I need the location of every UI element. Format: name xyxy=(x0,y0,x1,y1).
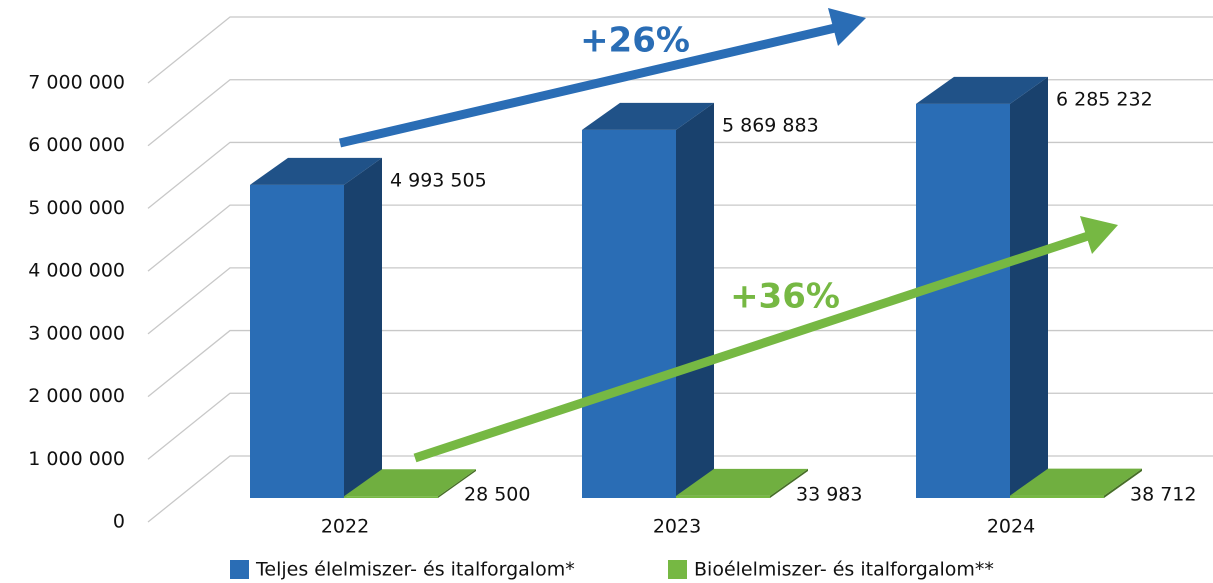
bar-top xyxy=(676,468,808,496)
bar-top xyxy=(916,76,1048,104)
y-tick-label: 6 000 000 xyxy=(28,134,125,156)
bar xyxy=(250,157,382,498)
x-tick-label: 2023 xyxy=(653,516,701,538)
bar-top xyxy=(1010,468,1142,496)
arrows xyxy=(338,8,1118,463)
bars xyxy=(250,76,1142,498)
bar xyxy=(916,76,1048,498)
y-tick-label: 2 000 000 xyxy=(28,385,125,407)
legend-swatch xyxy=(668,560,687,579)
grid-line xyxy=(147,16,1213,84)
bar-front xyxy=(344,496,438,498)
value-label: 5 869 883 xyxy=(722,114,819,136)
y-tick-label: 3 000 000 xyxy=(28,322,125,344)
bar-front xyxy=(676,495,770,498)
trend-arrow xyxy=(413,231,1090,463)
grid-line xyxy=(147,267,1213,335)
bar xyxy=(676,468,808,498)
value-label: 4 993 505 xyxy=(390,169,487,191)
y-tick-label: 7 000 000 xyxy=(28,72,125,94)
x-tick-label: 2024 xyxy=(987,516,1035,538)
legend-label: Teljes élelmiszer- és italforgalom* xyxy=(255,559,575,581)
grid-line xyxy=(147,204,1213,272)
legend-swatch xyxy=(230,560,249,579)
bar-side xyxy=(438,469,476,498)
bar xyxy=(344,469,476,498)
bar-front xyxy=(250,184,344,498)
x-tick-label: 2022 xyxy=(321,516,369,538)
arrow-head xyxy=(1080,216,1118,254)
bar-top xyxy=(344,469,476,497)
value-label: 38 712 xyxy=(1130,484,1196,506)
trend-arrow xyxy=(338,23,837,148)
bar-front xyxy=(1010,495,1104,498)
grid-line xyxy=(147,329,1213,398)
bar-side xyxy=(770,468,808,498)
bar-side xyxy=(344,157,382,498)
legend-label: Bioélelmiszer- és italforgalom** xyxy=(694,559,994,581)
bar-front xyxy=(582,129,676,498)
annotation: +36% xyxy=(730,277,840,317)
value-label: 6 285 232 xyxy=(1056,88,1153,110)
bar-side xyxy=(676,102,714,498)
grid-line xyxy=(147,455,1213,523)
value-label: 33 983 xyxy=(796,484,862,506)
arrow-head xyxy=(828,8,866,46)
bar xyxy=(582,102,714,498)
bar-top xyxy=(582,102,714,130)
y-tick-label: 0 xyxy=(113,511,125,533)
bar xyxy=(1010,468,1142,498)
grid xyxy=(147,16,1213,523)
grid-line xyxy=(147,141,1213,209)
bar-side xyxy=(1010,76,1048,498)
value-label: 28 500 xyxy=(464,484,530,506)
bar-side xyxy=(1104,468,1142,498)
y-tick-label: 4 000 000 xyxy=(28,260,125,282)
grid-line xyxy=(147,392,1213,460)
grid-line xyxy=(147,79,1213,147)
y-tick-label: 1 000 000 xyxy=(28,448,125,470)
annotation: +26% xyxy=(580,21,690,61)
y-tick-label: 5 000 000 xyxy=(28,197,125,219)
bar-front xyxy=(916,103,1010,498)
bar-top xyxy=(250,157,382,185)
